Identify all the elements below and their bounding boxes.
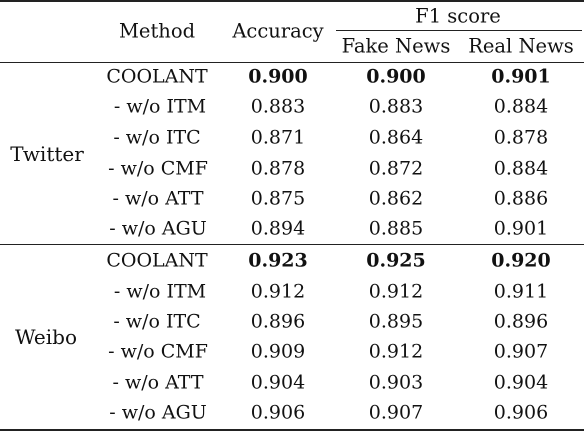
table-cell-real: 0.901 <box>493 217 549 240</box>
table-cell-method: - w/o ITC <box>113 126 201 149</box>
header-method: Method <box>118 19 196 43</box>
table-cell-real: 0.911 <box>493 280 549 303</box>
table-cell-real: 0.878 <box>493 126 549 149</box>
table-cell-real: 0.896 <box>493 310 549 333</box>
table-cell-fake: 0.907 <box>368 401 424 424</box>
table-cell-fake: 0.862 <box>368 187 424 210</box>
table-cell-method: - w/o CMF <box>108 340 208 363</box>
f1-group-rule <box>336 30 582 31</box>
table-cell-real: 0.906 <box>493 401 549 424</box>
table-cell-accuracy: 0.923 <box>248 249 308 272</box>
table-cell-fake: 0.883 <box>368 95 424 118</box>
table-cell-accuracy: 0.900 <box>248 65 308 88</box>
table-cell-real: 0.884 <box>493 157 549 180</box>
table-cell-method: COOLANT <box>106 65 208 88</box>
top-rule <box>0 0 584 2</box>
table-cell-method: - w/o ITM <box>113 280 207 303</box>
dataset-label-weibo: Weibo <box>14 325 78 349</box>
table-cell-fake: 0.885 <box>368 217 424 240</box>
table-cell-accuracy: 0.878 <box>250 157 306 180</box>
table-cell-real: 0.920 <box>491 249 551 272</box>
table-cell-real: 0.886 <box>493 187 549 210</box>
table-cell-real: 0.901 <box>491 65 551 88</box>
bottom-rule <box>0 429 584 431</box>
group-separator-rule <box>0 244 584 246</box>
header-fake-news: Fake News <box>341 34 451 58</box>
table-cell-method: - w/o ITM <box>113 95 207 118</box>
table-cell-real: 0.907 <box>493 340 549 363</box>
dataset-label-twitter: Twitter <box>10 142 84 166</box>
table-cell-real: 0.884 <box>493 95 549 118</box>
table-cell-fake: 0.912 <box>368 340 424 363</box>
table-cell-fake: 0.864 <box>368 126 424 149</box>
table-cell-method: - w/o AGU <box>109 217 207 240</box>
table-cell-method: - w/o AGU <box>109 401 207 424</box>
table-cell-fake: 0.900 <box>366 65 426 88</box>
table-cell-accuracy: 0.883 <box>250 95 306 118</box>
table-cell-real: 0.904 <box>493 371 549 394</box>
table-cell-fake: 0.903 <box>368 371 424 394</box>
table-cell-method: - w/o ATT <box>112 187 204 210</box>
table-cell-accuracy: 0.875 <box>250 187 306 210</box>
table-cell-fake: 0.925 <box>366 249 426 272</box>
table-cell-fake: 0.872 <box>368 157 424 180</box>
table-cell-accuracy: 0.871 <box>250 126 306 149</box>
header-accuracy: Accuracy <box>232 19 324 43</box>
table-cell-accuracy: 0.912 <box>250 280 306 303</box>
table-cell-accuracy: 0.894 <box>250 217 306 240</box>
header-bottom-rule <box>0 62 584 64</box>
table-cell-method: COOLANT <box>106 249 208 272</box>
table-cell-fake: 0.895 <box>368 310 424 333</box>
table-cell-accuracy: 0.909 <box>250 340 306 363</box>
header-real-news: Real News <box>468 34 574 58</box>
table-cell-accuracy: 0.906 <box>250 401 306 424</box>
table-cell-accuracy: 0.896 <box>250 310 306 333</box>
table-cell-method: - w/o CMF <box>108 157 208 180</box>
table-cell-method: - w/o ATT <box>112 371 204 394</box>
table-cell-accuracy: 0.904 <box>250 371 306 394</box>
header-f1-score: F1 score <box>415 4 501 28</box>
table-cell-fake: 0.912 <box>368 280 424 303</box>
table-cell-method: - w/o ITC <box>113 310 201 333</box>
